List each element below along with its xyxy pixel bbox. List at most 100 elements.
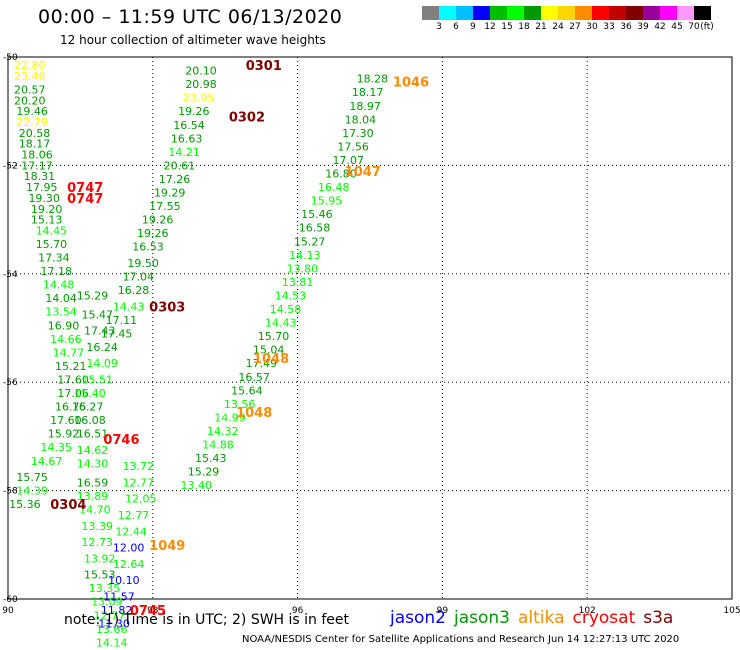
wave-height-label: 16.59: [77, 476, 109, 489]
wave-height-label: 17.60: [57, 373, 89, 386]
wave-height-label: 14.67: [31, 455, 63, 468]
legend-entry-altika: altika: [518, 608, 565, 628]
wave-height-label: 16.54: [173, 119, 205, 132]
wave-height-label: 14.21: [168, 146, 200, 159]
wave-height-label: 23.46: [14, 70, 46, 83]
wave-height-label: 15.43: [195, 452, 227, 465]
color-swatch: [422, 6, 439, 20]
wave-height-label: 13.56: [224, 398, 256, 411]
color-scale-label: 30: [586, 22, 598, 32]
color-scale-label: 24: [552, 22, 564, 32]
color-scale-labels: 3 6 9 12 15 18 21 24 27 30 33 36 39 42 45 70 (ft): [422, 22, 740, 34]
y-tick-label: -52: [3, 161, 18, 171]
wave-height-label: 16.63: [171, 132, 203, 145]
color-swatch: [439, 6, 456, 20]
color-swatch: [473, 6, 490, 20]
color-swatch: [575, 6, 592, 20]
wave-height-label: 14.88: [202, 439, 234, 452]
orbit-time-label: 0747: [67, 192, 103, 207]
color-swatch: [643, 6, 660, 20]
wave-height-label: 14.14: [96, 636, 128, 649]
orbit-time-label: 1048: [253, 352, 289, 367]
chart-subtitle: 12 hour collection of altimeter wave hei…: [60, 33, 326, 47]
color-swatch: [456, 6, 473, 20]
wave-height-label: 19.50: [127, 257, 159, 270]
wave-height-label: 13.66: [96, 623, 128, 636]
legend-entry-s3a: s3a: [643, 608, 674, 628]
wave-height-label: 20.58: [19, 127, 51, 140]
color-scale-label: 12: [484, 22, 496, 32]
y-tick-label: -60: [3, 595, 18, 605]
wave-height-label: 16.51: [77, 428, 109, 441]
orbit-time-label: 0746: [103, 433, 139, 448]
wave-height-label: 15.27: [294, 235, 326, 248]
wave-height-label: 14.39: [16, 485, 48, 498]
color-swatch: [524, 6, 541, 20]
wave-height-label: 16.48: [318, 181, 350, 194]
y-tick-label: -56: [3, 378, 18, 388]
wave-height-label: 16.53: [132, 241, 164, 254]
wave-height-label: 18.06: [21, 149, 53, 162]
wave-height-label: 15.75: [16, 471, 48, 484]
wave-height-label: 14.35: [41, 441, 73, 454]
color-scale-label: 9: [470, 22, 476, 32]
wave-height-label: 15.36: [9, 498, 41, 511]
wave-height-label: 23.95: [183, 92, 215, 105]
wave-height-label: 18.31: [24, 170, 56, 183]
wave-height-label: 16.58: [299, 222, 331, 235]
color-swatch: [626, 6, 643, 20]
wave-height-label: 13.39: [82, 520, 114, 533]
wave-height-label: 15.29: [77, 289, 109, 302]
wave-height-label: 14.70: [79, 504, 111, 517]
wave-height-label: 17.34: [38, 252, 70, 265]
wave-height-label: 16.27: [72, 401, 104, 414]
color-swatch: [541, 6, 558, 20]
wave-height-label: 14.32: [207, 425, 239, 438]
color-scale-label: (ft): [700, 22, 714, 32]
wave-height-label: 16.57: [238, 371, 270, 384]
wave-height-label: 14.04: [45, 292, 77, 305]
wave-height-label: 17.26: [159, 173, 191, 186]
orbit-time-label: 1047: [345, 165, 381, 180]
wave-height-label: 11.82: [101, 604, 133, 617]
wave-height-label: 20.98: [185, 78, 217, 91]
wave-height-label: 13.40: [180, 479, 212, 492]
wave-height-label: 15.92: [48, 428, 80, 441]
color-swatch: [507, 6, 524, 20]
wave-height-label: 17.30: [342, 127, 374, 140]
color-scale-label: 70: [688, 22, 700, 32]
wave-height-label: 13.92: [84, 552, 116, 565]
color-scale-label: 42: [654, 22, 666, 32]
wave-height-label: 17.95: [26, 181, 58, 194]
wave-height-label: 15.64: [231, 384, 263, 397]
wave-height-label: 15.47: [82, 308, 114, 321]
wave-height-label: 20.61: [164, 159, 196, 172]
wave-height-label: 14.09: [86, 357, 118, 370]
color-swatch: [694, 6, 711, 20]
orbit-time-label: 0301: [246, 59, 282, 74]
orbit-time-label: 0304: [50, 498, 86, 513]
wave-height-label: 15.70: [258, 330, 290, 343]
wave-height-label: 19.46: [16, 105, 48, 118]
wave-height-label: 19.26: [137, 227, 169, 240]
wave-height-label: 15.29: [188, 466, 220, 479]
legend-entry-jason3: jason3: [454, 608, 510, 628]
wave-height-label: 18.28: [357, 73, 389, 86]
wave-height-label: 12.64: [113, 558, 145, 571]
wave-height-label: 17.49: [246, 357, 278, 370]
wave-height-label: 13.80: [287, 262, 319, 275]
chart-title: 00:00 – 11:59 UTC 06/13/2020: [38, 6, 343, 28]
color-scale-label: 21: [535, 22, 547, 32]
color-swatch: [558, 6, 575, 20]
x-tick-label: 105: [723, 606, 740, 616]
legend-entry-cryosat: cryosat: [572, 608, 636, 628]
wave-height-label: 12.73: [82, 536, 114, 549]
wave-height-label: 17.04: [123, 271, 155, 284]
wave-height-label: 18.17: [352, 86, 384, 99]
wave-height-label: 10.10: [108, 574, 140, 587]
wave-height-label: 14.58: [270, 303, 302, 316]
wave-height-label: 14.13: [289, 249, 321, 262]
wave-height-label: 15.04: [253, 344, 285, 357]
wave-height-label: 17.07: [333, 154, 365, 167]
color-swatch: [677, 6, 694, 20]
